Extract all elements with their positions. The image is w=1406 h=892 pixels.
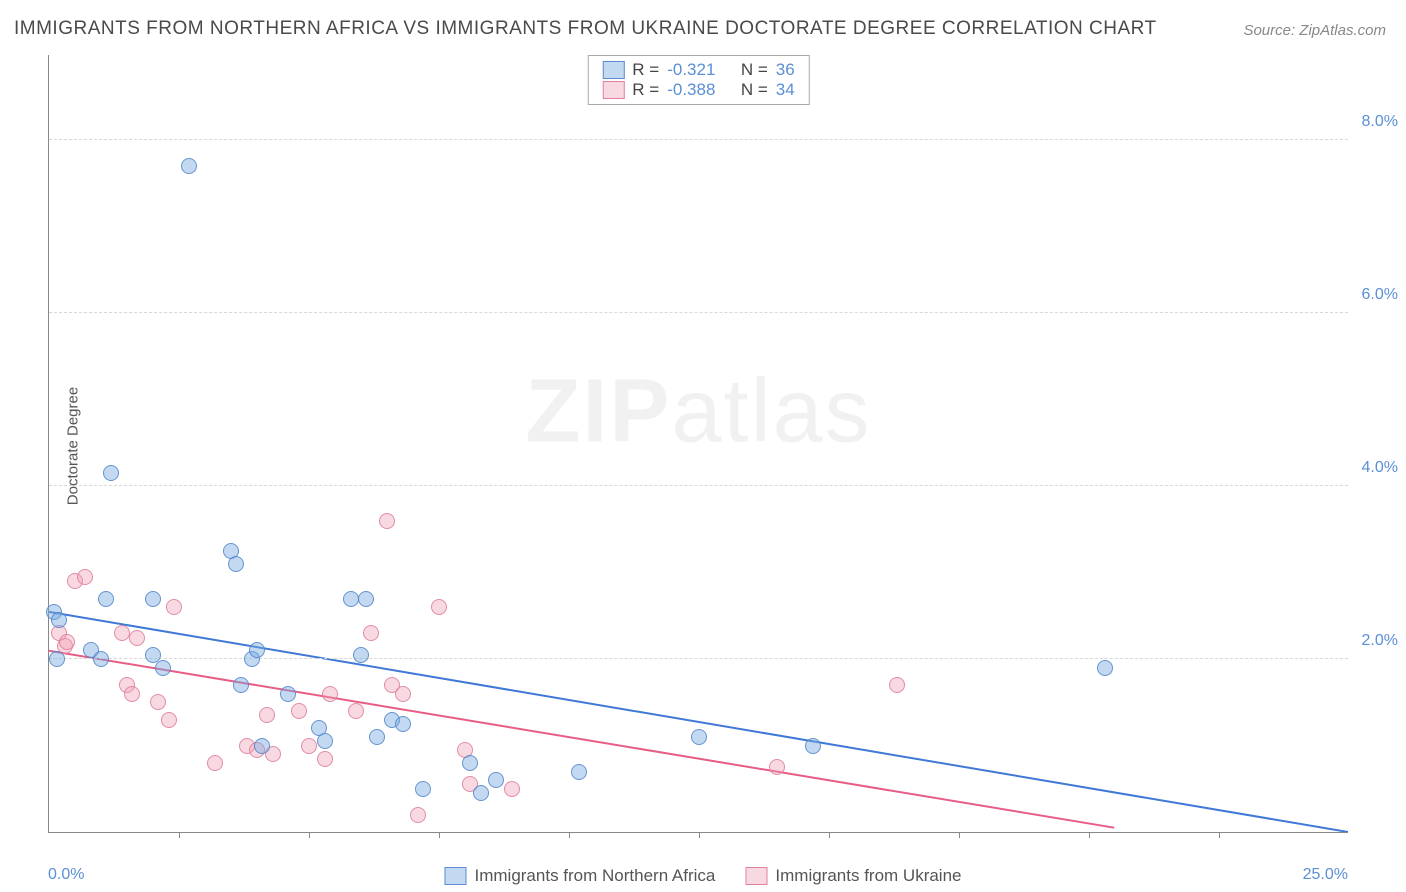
trendline	[49, 612, 1348, 832]
trendline	[49, 651, 1114, 828]
x-tick-mark	[569, 832, 570, 838]
data-point	[181, 158, 197, 174]
stats-legend: R = -0.321 N = 36 R = -0.388 N = 34	[587, 55, 809, 105]
data-point	[504, 781, 520, 797]
data-point	[49, 651, 65, 667]
gridline	[49, 312, 1348, 313]
data-point	[280, 686, 296, 702]
legend-item-b: Immigrants from Ukraine	[745, 866, 961, 886]
trendlines-svg	[49, 55, 1348, 832]
y-tick-label: 4.0%	[1353, 459, 1398, 477]
data-point	[145, 591, 161, 607]
data-point	[166, 599, 182, 615]
n-value-a: 36	[776, 60, 795, 80]
r-value-b: -0.388	[667, 80, 715, 100]
x-tick-mark	[699, 832, 700, 838]
data-point	[431, 599, 447, 615]
data-point	[348, 703, 364, 719]
gridline	[49, 139, 1348, 140]
x-tick-mark	[1089, 832, 1090, 838]
r-label: R =	[632, 80, 659, 100]
r-label: R =	[632, 60, 659, 80]
swatch-a-icon	[602, 61, 624, 79]
x-tick-mark	[829, 832, 830, 838]
data-point	[207, 755, 223, 771]
data-point	[322, 686, 338, 702]
r-value-a: -0.321	[667, 60, 715, 80]
watermark-bold: ZIP	[525, 362, 671, 462]
stats-row-b: R = -0.388 N = 34	[602, 80, 794, 100]
data-point	[395, 716, 411, 732]
data-point	[317, 751, 333, 767]
legend-item-a: Immigrants from Northern Africa	[444, 866, 715, 886]
data-point	[369, 729, 385, 745]
y-tick-label: 6.0%	[1353, 286, 1398, 304]
data-point	[571, 764, 587, 780]
data-point	[1097, 660, 1113, 676]
x-tick-mark	[309, 832, 310, 838]
data-point	[98, 591, 114, 607]
data-point	[114, 625, 130, 641]
x-tick-mark	[439, 832, 440, 838]
data-point	[691, 729, 707, 745]
x-axis-end: 25.0%	[1303, 866, 1348, 884]
data-point	[124, 686, 140, 702]
series-b-label: Immigrants from Ukraine	[775, 866, 961, 886]
data-point	[259, 707, 275, 723]
swatch-b-icon	[745, 867, 767, 885]
plot-area: ZIPatlas R = -0.321 N = 36 R = -0.388 N …	[48, 55, 1348, 833]
x-tick-mark	[1219, 832, 1220, 838]
data-point	[353, 647, 369, 663]
y-tick-label: 8.0%	[1353, 113, 1398, 131]
x-tick-mark	[179, 832, 180, 838]
data-point	[395, 686, 411, 702]
data-point	[228, 556, 244, 572]
data-point	[363, 625, 379, 641]
chart-title: IMMIGRANTS FROM NORTHERN AFRICA VS IMMIG…	[14, 18, 1157, 40]
data-point	[769, 759, 785, 775]
data-point	[233, 677, 249, 693]
data-point	[59, 634, 75, 650]
source-label: Source: ZipAtlas.com	[1243, 22, 1386, 39]
data-point	[379, 513, 395, 529]
y-tick-label: 2.0%	[1353, 632, 1398, 650]
n-label: N =	[741, 80, 768, 100]
data-point	[291, 703, 307, 719]
data-point	[317, 733, 333, 749]
data-point	[410, 807, 426, 823]
data-point	[51, 612, 67, 628]
data-point	[462, 755, 478, 771]
n-value-b: 34	[776, 80, 795, 100]
swatch-a-icon	[444, 867, 466, 885]
gridline	[49, 485, 1348, 486]
watermark: ZIPatlas	[525, 361, 871, 464]
data-point	[488, 772, 504, 788]
watermark-light: atlas	[671, 362, 871, 462]
data-point	[358, 591, 374, 607]
n-label: N =	[741, 60, 768, 80]
data-point	[805, 738, 821, 754]
data-point	[103, 465, 119, 481]
data-point	[415, 781, 431, 797]
data-point	[254, 738, 270, 754]
data-point	[150, 694, 166, 710]
x-tick-mark	[959, 832, 960, 838]
series-legend: Immigrants from Northern Africa Immigran…	[444, 866, 961, 886]
data-point	[155, 660, 171, 676]
swatch-b-icon	[602, 81, 624, 99]
data-point	[473, 785, 489, 801]
data-point	[343, 591, 359, 607]
data-point	[161, 712, 177, 728]
data-point	[77, 569, 93, 585]
stats-row-a: R = -0.321 N = 36	[602, 60, 794, 80]
series-a-label: Immigrants from Northern Africa	[474, 866, 715, 886]
data-point	[301, 738, 317, 754]
data-point	[889, 677, 905, 693]
data-point	[249, 642, 265, 658]
data-point	[93, 651, 109, 667]
x-axis-start: 0.0%	[48, 866, 84, 884]
data-point	[129, 630, 145, 646]
